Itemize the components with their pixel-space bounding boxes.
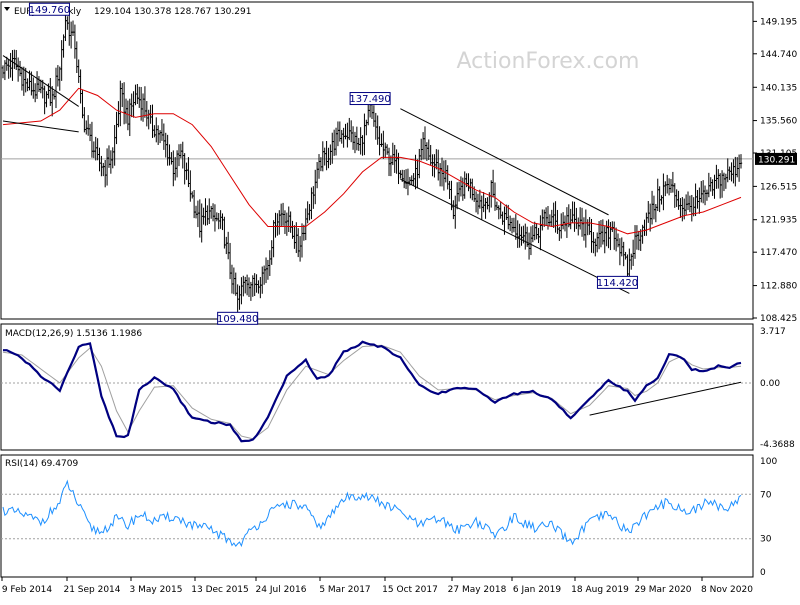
- price-trendline: [400, 178, 630, 294]
- macd-y-tick-label: 0.00: [760, 379, 780, 389]
- price-trendline: [400, 108, 609, 216]
- x-axis-tick-label: 15 Oct 2017: [382, 585, 438, 595]
- price-y-tick-label: 140.135: [760, 83, 797, 93]
- annotation-label: 114.420: [597, 278, 638, 289]
- price-annotation: 137.490: [349, 92, 391, 106]
- rsi-panel: [0, 454, 754, 578]
- annotation-label: 137.490: [349, 94, 390, 105]
- annotation-box: [596, 275, 638, 289]
- macd-trendline: [589, 381, 742, 416]
- price-panel: [0, 1, 754, 320]
- x-axis-tick-label: 9 Feb 2014: [2, 585, 53, 595]
- price-annotation: 109.480: [217, 311, 259, 325]
- x-axis-tick-label: 6 Jan 2019: [513, 585, 561, 595]
- current-price-label: 130.291: [758, 155, 795, 165]
- annotation-label: 149.760: [29, 5, 70, 16]
- rsi-y-tick-label: 0: [760, 568, 766, 578]
- rsi-y-tick-label: 30: [760, 535, 772, 545]
- moving-average-line: [2, 87, 742, 235]
- rsi-line: [2, 479, 742, 548]
- price-y-tick-label: 144.740: [760, 50, 797, 60]
- annotation-label: 109.480: [217, 314, 258, 325]
- axis-labels-layer: 149.195144.740140.135135.560131.105126.5…: [1, 17, 797, 595]
- x-axis-tick-label: 5 Mar 2017: [319, 585, 370, 595]
- current-price-tag: [755, 152, 797, 165]
- rsi-title: RSI(14) 69.4709: [5, 459, 78, 469]
- price-y-tick-label: 121.935: [760, 216, 797, 226]
- annotation-box: [349, 92, 391, 106]
- macd-main-line: [3, 340, 742, 443]
- macd-y-tick-label: -4.3688: [760, 440, 795, 450]
- macd-y-tick-label: 3.717: [760, 327, 786, 337]
- x-axis-tick-label: 27 May 2018: [448, 585, 507, 595]
- macd-series-layer: [1, 340, 753, 443]
- macd-signal-line: [2, 344, 742, 440]
- price-y-tick-label: 117.470: [760, 248, 797, 258]
- x-axis-tick-label: 3 May 2015: [130, 585, 183, 595]
- rsi-y-tick-label: 70: [760, 490, 772, 500]
- price-series-layer: 149.760 137.490 109.480 114.420: [1, 2, 753, 325]
- x-axis-tick-label: 13 Dec 2015: [191, 585, 249, 595]
- rsi-series-layer: [1, 479, 753, 548]
- price-bar: [739, 154, 743, 169]
- x-axis-tick-label: 21 Sep 2014: [63, 585, 120, 595]
- macd-panel: [0, 323, 754, 451]
- price-annotation: 149.760: [28, 2, 70, 16]
- watermark: ActionForex.com: [457, 49, 640, 74]
- price-y-tick-label: 108.425: [760, 314, 797, 324]
- rsi-y-tick-label: 100: [760, 457, 777, 467]
- chart-title-ohlc: 129.104 130.378 128.767 130.291: [94, 7, 251, 17]
- price-y-tick-label: 112.880: [760, 282, 797, 292]
- x-axis-tick-label: 8 Nov 2020: [701, 585, 753, 595]
- collapse-triangle-icon[interactable]: [4, 7, 10, 11]
- price-trendline: [2, 55, 79, 107]
- macd-title: MACD(12,26,9) 1.5136 1.1986: [5, 329, 142, 339]
- x-axis-tick-label: 18 Aug 2019: [571, 585, 629, 595]
- x-axis-tick-label: 24 Jul 2016: [256, 585, 307, 595]
- price-trendline: [2, 120, 79, 133]
- annotation-box: [28, 2, 70, 16]
- annotation-box: [217, 311, 259, 325]
- price-y-tick-label: 126.515: [760, 182, 797, 192]
- x-axis-tick-label: 29 Mar 2020: [634, 585, 691, 595]
- price-y-tick-label: 149.195: [760, 17, 797, 27]
- price-y-tick-label: 135.560: [760, 117, 797, 127]
- price-annotation: 114.420: [596, 275, 638, 289]
